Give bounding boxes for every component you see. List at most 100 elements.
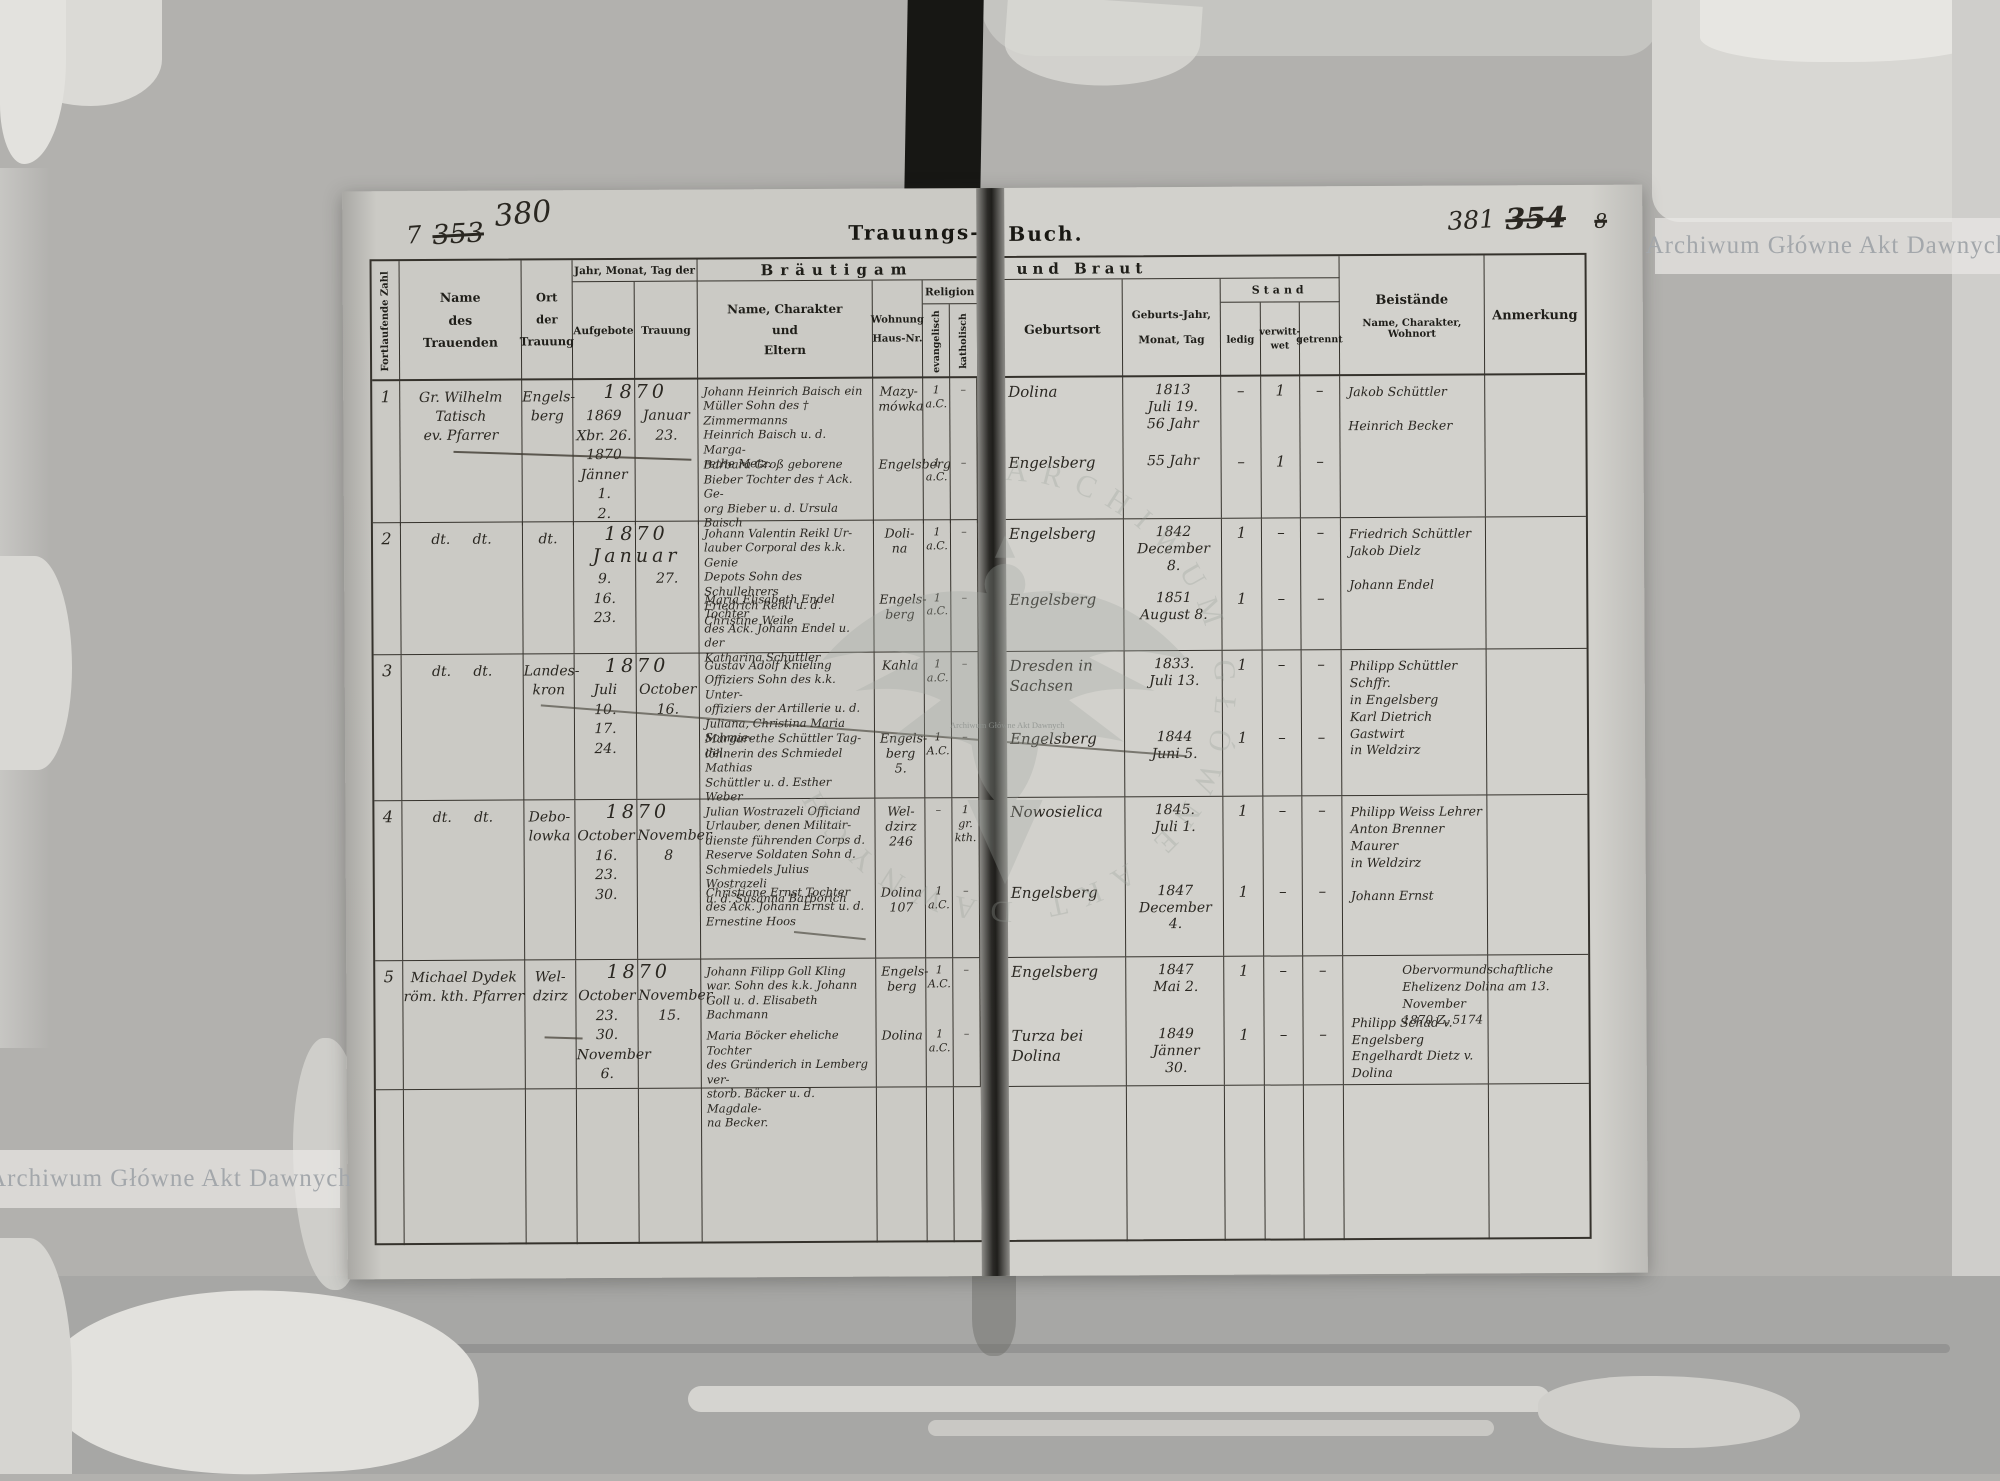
torn-streak [688,1386,1550,1412]
religion-evangelisch-groom: 1 a.C. [925,383,948,411]
wohnung: Engels- berg Dolina [876,958,929,1087]
religion-evangelisch-bride: 1 a.C. [928,1027,951,1055]
page-number: 381 [1446,204,1496,236]
wohnung-groom: Engels- berg [881,963,929,994]
stand-verwittwet-bride: 1 [1275,452,1286,471]
header-aufgebote: Aufgebote [572,281,636,381]
beistaende-names: Friedrich Schüttler Jakob Dielz Johann E… [1348,525,1472,592]
page-title-right: Buch. [1008,221,1084,246]
anmerkung-cell [1487,649,1588,795]
stand-verwittwet-bride: – [1279,1025,1288,1044]
header-anmerkung: Anmerkung [1492,307,1578,323]
stand-getrennt-groom: – [1316,523,1325,542]
header-wohnung: Wohnung Haus-Nr. [871,280,924,379]
stand-getrennt-groom: – [1318,801,1326,820]
stand-verwittwet-groom: – [1277,523,1285,542]
header-fortlaufende-zahl: Fortlaufende Zahl [371,261,401,382]
religion-evangelisch-groom: 1 A.C. [927,963,951,991]
ort-der-trauung: dt. [522,522,575,654]
year-overlay: 1870 [603,380,668,404]
anmerkung-cell: Obervormundschaftliche Ehelizenz Dolina … [1402,955,1589,1084]
anmerkung-text [1487,795,1587,802]
beistaende-cell: Friedrich Schüttler Jakob Dielz Johann E… [1340,517,1487,650]
stamp-small-text: Archiwum Główne Akt Dawnych [950,720,1065,730]
geburtsort: Engelsberg Turza bei Dolina [1006,957,1127,1086]
stand-getrennt-bride: – [1316,452,1324,471]
stand-getrennt: – – [1303,956,1344,1085]
table-header-right: und Braut Geburtsort Geburts-Jahr, Monat… [1002,254,1586,378]
name-trauender: dt. dt. [401,654,525,801]
archive-eagle-stamp: ARCHIWUM GŁÓWNE AKT DAWNYCH [789,453,1230,929]
table-row: 5 Michael Dydek röm. kth. Pfarrer Wel- dzi… [375,958,981,1130]
wohnung-groom: Mazy- mówka [878,383,924,414]
header-evangelisch: evangelisch [922,304,951,379]
beistaende-names: Jakob Schüttler Heinrich Becker [1348,383,1453,433]
name-trauender: dt. dt. [400,522,524,655]
header-katholisch: katholisch [957,313,970,370]
row-number: 4 [374,801,404,961]
stand-verwittwet: – – [1262,650,1303,796]
stand-getrennt: – – [1300,518,1342,650]
year-overlay: 1870 [606,960,671,984]
gutter-shadow [972,1274,1016,1356]
empty-cell [1126,1085,1226,1242]
empty-cell [375,1090,405,1246]
anmerkung-cell [1486,517,1587,649]
stand-verwittwet-bride: – [1279,882,1287,901]
watermark-top-right: Archiwum Główne Akt Dawnych [1646,218,2000,274]
table-row: Engelsberg Turza bei Dolina 1847 Mai 2. 184… [1006,954,1589,1087]
header-name-des-trauenden: Name des Trauenden [399,260,523,382]
empty-cell [1006,1086,1128,1242]
header-getrennt: getrennt [1296,302,1343,377]
watermark-bottom-left: Archiwum Główne Akt Dawnych [0,1150,351,1208]
name-trauender: dt. dt. [402,800,526,961]
geburtsort-groom: Engelsberg [1011,962,1099,981]
stand-verwittwet: – – [1264,956,1304,1085]
anmerkung-text: Obervormundschaftliche Ehelizenz Dolina … [1402,962,1554,1028]
name-trauender: Michael Dydek röm. kth. Pfarrer [403,960,526,1090]
stand-ledig-bride: 1 [1239,1025,1249,1044]
empty-cell [638,1088,703,1244]
header-braeutigam: Bräutigam [697,258,977,282]
stand-verwittwet-bride: – [1278,728,1286,747]
stand-ledig-groom: – [1236,381,1245,400]
empty-cell [701,1087,878,1244]
stand-getrennt: – – [1301,650,1343,796]
eagle-icon [821,535,1189,885]
stand-getrennt-bride: – [1318,882,1327,901]
torn-patch [0,0,66,164]
ort-der-trauung: Landes- kron [523,654,580,800]
empty-cell [954,1087,982,1242]
stand-verwittwet-groom: 1 [1275,381,1286,400]
religion-katholisch-bride: – [963,1027,970,1041]
torn-patch [0,556,72,770]
geburtsdatum: 1847 Mai 2. 1849 Jänner 30. [1126,956,1225,1086]
religion-katholisch-groom: – [960,383,966,397]
anmerkung-text [1485,375,1585,382]
religion-evangelisch: 1 A.C. 1 a.C. [926,958,954,1087]
row-number: 5 [375,961,404,1090]
stand-getrennt: – – [1300,376,1341,518]
person-name-parents-groom: Johann Filipp Goll Kling war. Sohn des k… [706,963,858,1022]
page-number-extra: 8 [1594,208,1608,233]
empty-cell [876,1087,928,1243]
torn-patch [1002,0,1203,93]
beistaende-names: Philipp Weiss Lehrer Anton Brenner Maure… [1350,803,1483,904]
beistaende-names: Philipp Schüttler Schffr. in Engelsberg … [1349,657,1458,758]
header-beistaende: Beistände Name, Charakter, Wohnort [1339,255,1486,377]
anmerkung-cell [1485,375,1586,517]
table-header-left: Fortlaufende Zahl Name des Trauenden Ort… [371,258,978,382]
empty-cell [1303,1085,1345,1241]
page-number: 380 [492,193,554,235]
stand-verwittwet: – – [1263,796,1304,956]
row-number: 2 [372,523,402,655]
wohnung-bride: Dolina [881,1027,923,1043]
empty-cell [576,1088,640,1245]
stand-getrennt-bride: – [1317,728,1326,747]
header-ledig: ledig [1220,302,1262,377]
religion-katholisch: –– [953,958,981,1087]
empty-cell [926,1087,955,1243]
header-stand: Stand [1220,278,1340,303]
